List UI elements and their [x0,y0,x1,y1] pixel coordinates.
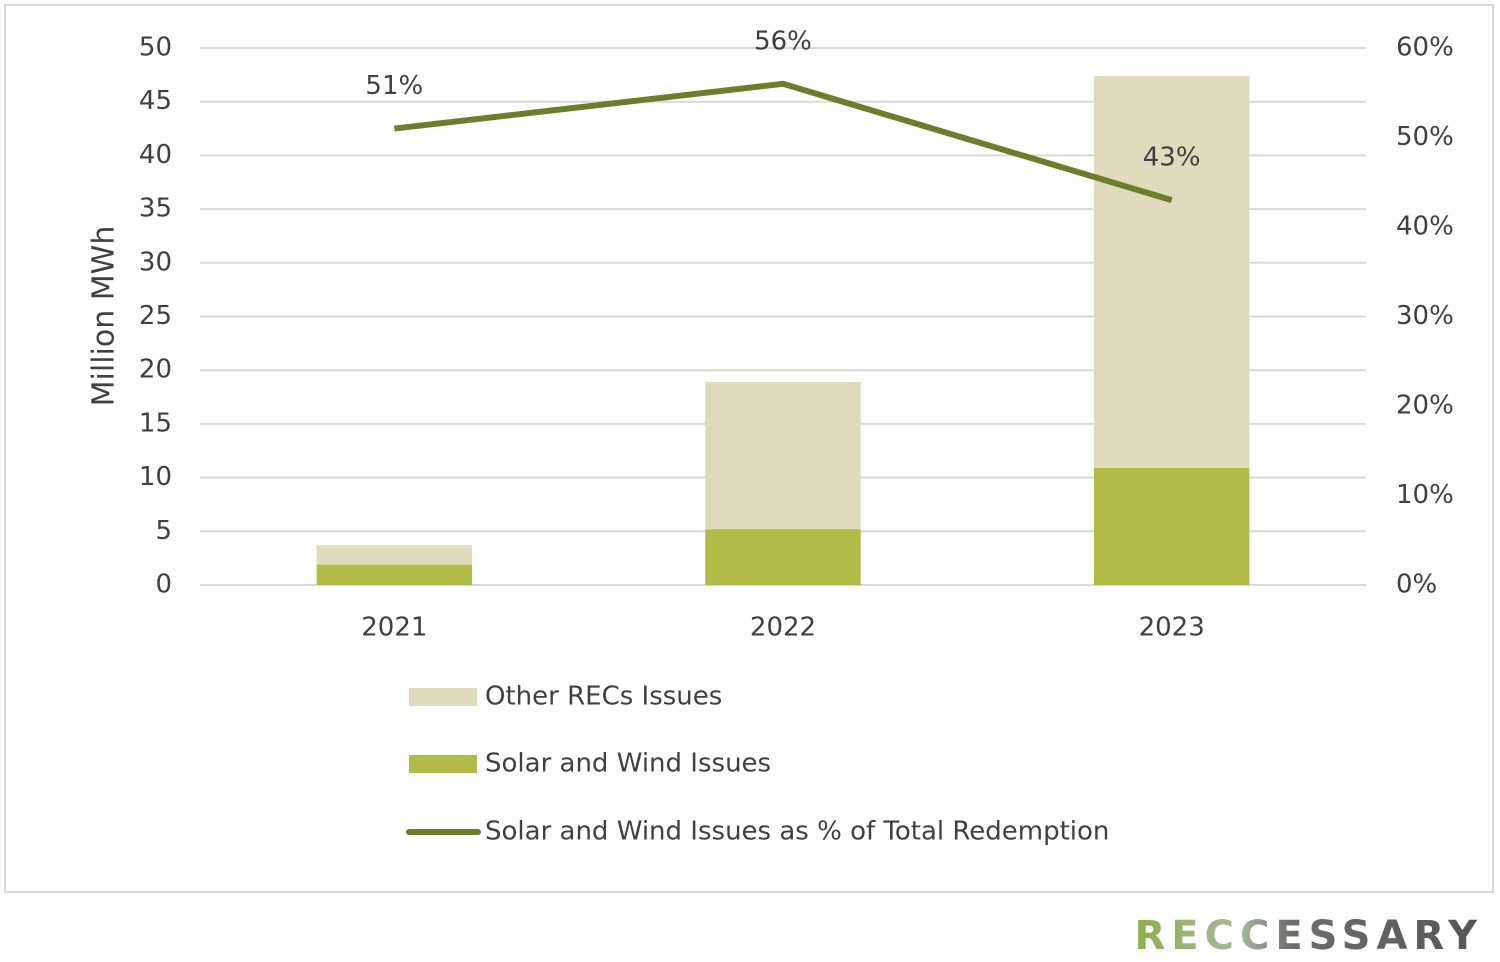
y-tick-label: 0 [155,570,172,600]
y2-tick-label: 30% [1396,301,1454,331]
y-tick-label: 25 [139,301,172,331]
bar-segment [316,564,473,585]
y-tick-label: 45 [139,86,172,116]
bar-segment [1093,75,1250,468]
data-label: 51% [365,71,423,101]
bar-segment [705,529,861,585]
logo: RECCESSARY [1134,913,1483,959]
y-tick-label: 35 [139,194,172,224]
legend-label: Solar and Wind Issues [485,749,771,779]
bar-segment [1093,467,1250,585]
y-tick-label: 5 [155,516,172,546]
line-series [393,80,1173,204]
y2-tick-label: 10% [1396,480,1454,510]
y-tick-label: 30 [139,247,172,277]
legend-swatch [409,688,477,706]
y-tick-label: 10 [139,462,172,492]
x-tick-label: 2023 [1139,613,1205,643]
y-tick-label: 15 [139,408,172,438]
x-tick-label: 2021 [361,613,427,643]
bar-segment [705,382,861,530]
y-axis-label: Million MWh [87,226,122,407]
legend-label: Solar and Wind Issues as % of Total Rede… [485,817,1109,847]
y2-tick-label: 20% [1396,391,1454,421]
legend-swatch [409,755,477,773]
y-tick-label: 50 [139,33,172,63]
legend-label: Other RECs Issues [485,682,722,712]
y2-tick-label: 0% [1396,570,1437,600]
bar-segment [316,545,473,565]
y-tick-label: 20 [139,355,172,385]
y-tick-label: 40 [139,140,172,170]
y2-tick-label: 50% [1396,122,1454,152]
y2-tick-label: 60% [1396,33,1454,63]
y2-tick-label: 40% [1396,212,1454,242]
data-label: 43% [1143,143,1201,173]
x-tick-label: 2022 [750,613,816,643]
data-label: 56% [754,26,812,56]
